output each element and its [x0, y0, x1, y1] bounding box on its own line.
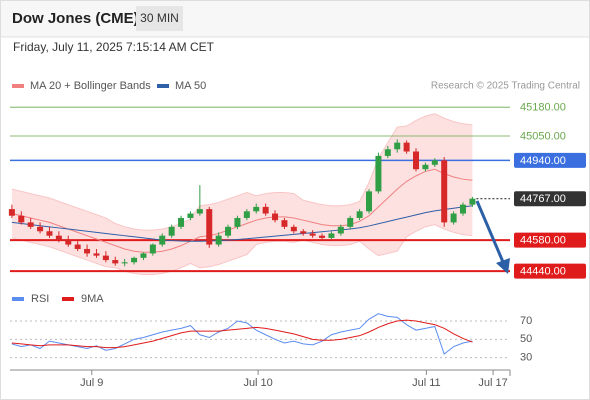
level-label: 44440.00 — [520, 266, 566, 278]
candle-body — [272, 213, 279, 221]
candle-body — [168, 226, 175, 236]
bollinger-upper — [11, 113, 473, 231]
candle-body — [93, 253, 100, 256]
bollinger-lower — [11, 224, 473, 275]
candle-body — [187, 213, 194, 218]
level-box — [514, 263, 586, 279]
level-box — [514, 191, 586, 207]
candle-body — [290, 226, 297, 232]
y-tick-label: 50 — [520, 333, 532, 345]
candle-body — [102, 255, 109, 261]
candle-body — [121, 262, 128, 264]
candle-body — [281, 220, 288, 227]
credit: Research © 2025 Trading Central — [431, 81, 580, 92]
candle-body — [149, 244, 156, 254]
candle-body — [309, 233, 316, 236]
level-label: 44580.00 — [520, 235, 566, 247]
level-label: 45050.00 — [520, 130, 566, 142]
interval-box — [136, 6, 183, 31]
candle-body — [84, 248, 91, 254]
candle-body — [131, 257, 138, 263]
arrow-head — [496, 258, 510, 274]
candle-body — [46, 231, 53, 236]
legend-swatch — [12, 297, 24, 301]
legend-swatch — [157, 84, 169, 88]
candle-body — [243, 211, 250, 218]
candle-body — [159, 235, 166, 245]
candle-body — [450, 213, 457, 223]
candle-body — [328, 233, 335, 238]
level-box — [514, 232, 586, 248]
candle-body — [253, 206, 260, 212]
candle-body — [112, 260, 119, 264]
candle-body — [196, 209, 203, 214]
candle-body — [140, 253, 147, 258]
candle-body — [469, 198, 476, 205]
y-tick-label: 70 — [520, 315, 532, 327]
candle-body — [37, 226, 44, 232]
legend-swatch — [12, 84, 24, 88]
candle-body — [262, 206, 269, 214]
candle-body — [234, 217, 241, 227]
candle-body — [206, 209, 213, 245]
candle-body — [27, 222, 34, 227]
candle-body — [460, 204, 467, 214]
candle-body — [403, 142, 410, 152]
candle-body — [337, 226, 344, 234]
level-label: 44940.00 — [520, 155, 566, 167]
moving-average — [11, 168, 473, 253]
x-tick-label: Jul 17 — [478, 377, 507, 389]
legend-swatch — [62, 297, 74, 301]
moving-average — [11, 205, 473, 242]
candle-body — [413, 151, 420, 170]
forecast-arrow — [475, 200, 510, 274]
series-line — [11, 319, 473, 349]
y-tick-label: 30 — [520, 352, 532, 364]
legend-label: RSI — [31, 293, 49, 305]
candle-body — [178, 217, 185, 227]
candle-body — [375, 155, 382, 192]
candle-body — [356, 211, 363, 218]
candle-body — [366, 191, 373, 212]
header-bar — [1, 1, 589, 37]
interval: 30 MIN — [140, 11, 179, 25]
candle-body — [347, 217, 354, 227]
x-tick-label: Jul 10 — [243, 377, 272, 389]
level-box — [514, 152, 586, 168]
candle-body — [300, 231, 307, 234]
candle-body — [8, 209, 15, 216]
candle-body — [18, 215, 25, 223]
level-label: 44767.00 — [520, 193, 566, 205]
candle-body — [319, 235, 326, 238]
candle-body — [65, 240, 72, 245]
level-label: 45180.00 — [520, 102, 566, 114]
title: Dow Jones (CME) — [12, 10, 139, 27]
x-tick-label: Jul 11 — [412, 377, 441, 389]
timestamp: Friday, July 11, 2025 7:15:14 AM CET — [13, 40, 215, 54]
legend-label: MA 50 — [175, 80, 206, 92]
arrow-shaft — [475, 200, 505, 263]
candle-body — [225, 226, 232, 236]
candle-body — [215, 235, 222, 245]
series-line — [11, 313, 473, 355]
legend-label: MA 20 + Bollinger Bands — [30, 80, 151, 92]
candle-body — [74, 244, 81, 249]
candle-body — [441, 160, 448, 223]
candle-body — [422, 164, 429, 170]
candle-body — [384, 149, 391, 156]
legend-label: 9MA — [81, 293, 104, 305]
candle-body — [394, 142, 401, 150]
candle-body — [431, 160, 438, 165]
candle-body — [55, 235, 62, 241]
x-tick-label: Jul 9 — [80, 377, 103, 389]
